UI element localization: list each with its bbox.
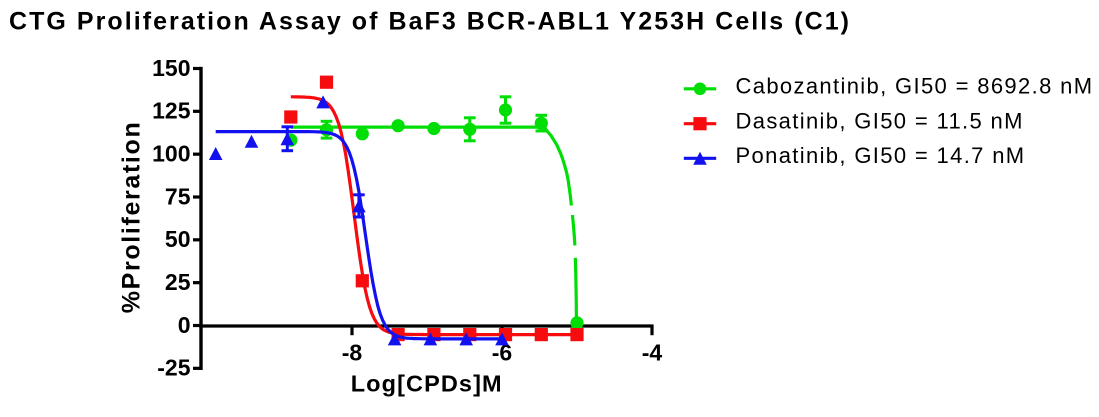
- svg-text:0: 0: [178, 312, 191, 338]
- svg-text:Log[CPDs]M: Log[CPDs]M: [351, 371, 503, 397]
- svg-text:125: 125: [152, 98, 191, 124]
- svg-text:Cabozantinib, GI50 = 8692.8 nM: Cabozantinib, GI50 = 8692.8 nM: [736, 74, 1094, 99]
- svg-text:Ponatinib, GI50 = 14.7 nM: Ponatinib, GI50 = 14.7 nM: [736, 143, 1026, 168]
- svg-text:150: 150: [152, 55, 190, 81]
- svg-text:75: 75: [165, 183, 191, 209]
- svg-text:100: 100: [152, 140, 190, 166]
- svg-text:-8: -8: [342, 339, 363, 365]
- svg-text:Dasatinib, GI50 = 11.5 nM: Dasatinib, GI50 = 11.5 nM: [736, 108, 1024, 133]
- svg-text:25: 25: [165, 269, 191, 295]
- svg-text:-4: -4: [642, 339, 663, 365]
- svg-text:CTG Proliferation Assay of BaF: CTG Proliferation Assay of BaF3 BCR-ABL1…: [9, 8, 851, 36]
- svg-text:-25: -25: [157, 355, 190, 381]
- svg-text:%Proliferation: %Proliferation: [118, 121, 146, 314]
- svg-text:50: 50: [165, 226, 191, 252]
- svg-text:-6: -6: [492, 339, 512, 365]
